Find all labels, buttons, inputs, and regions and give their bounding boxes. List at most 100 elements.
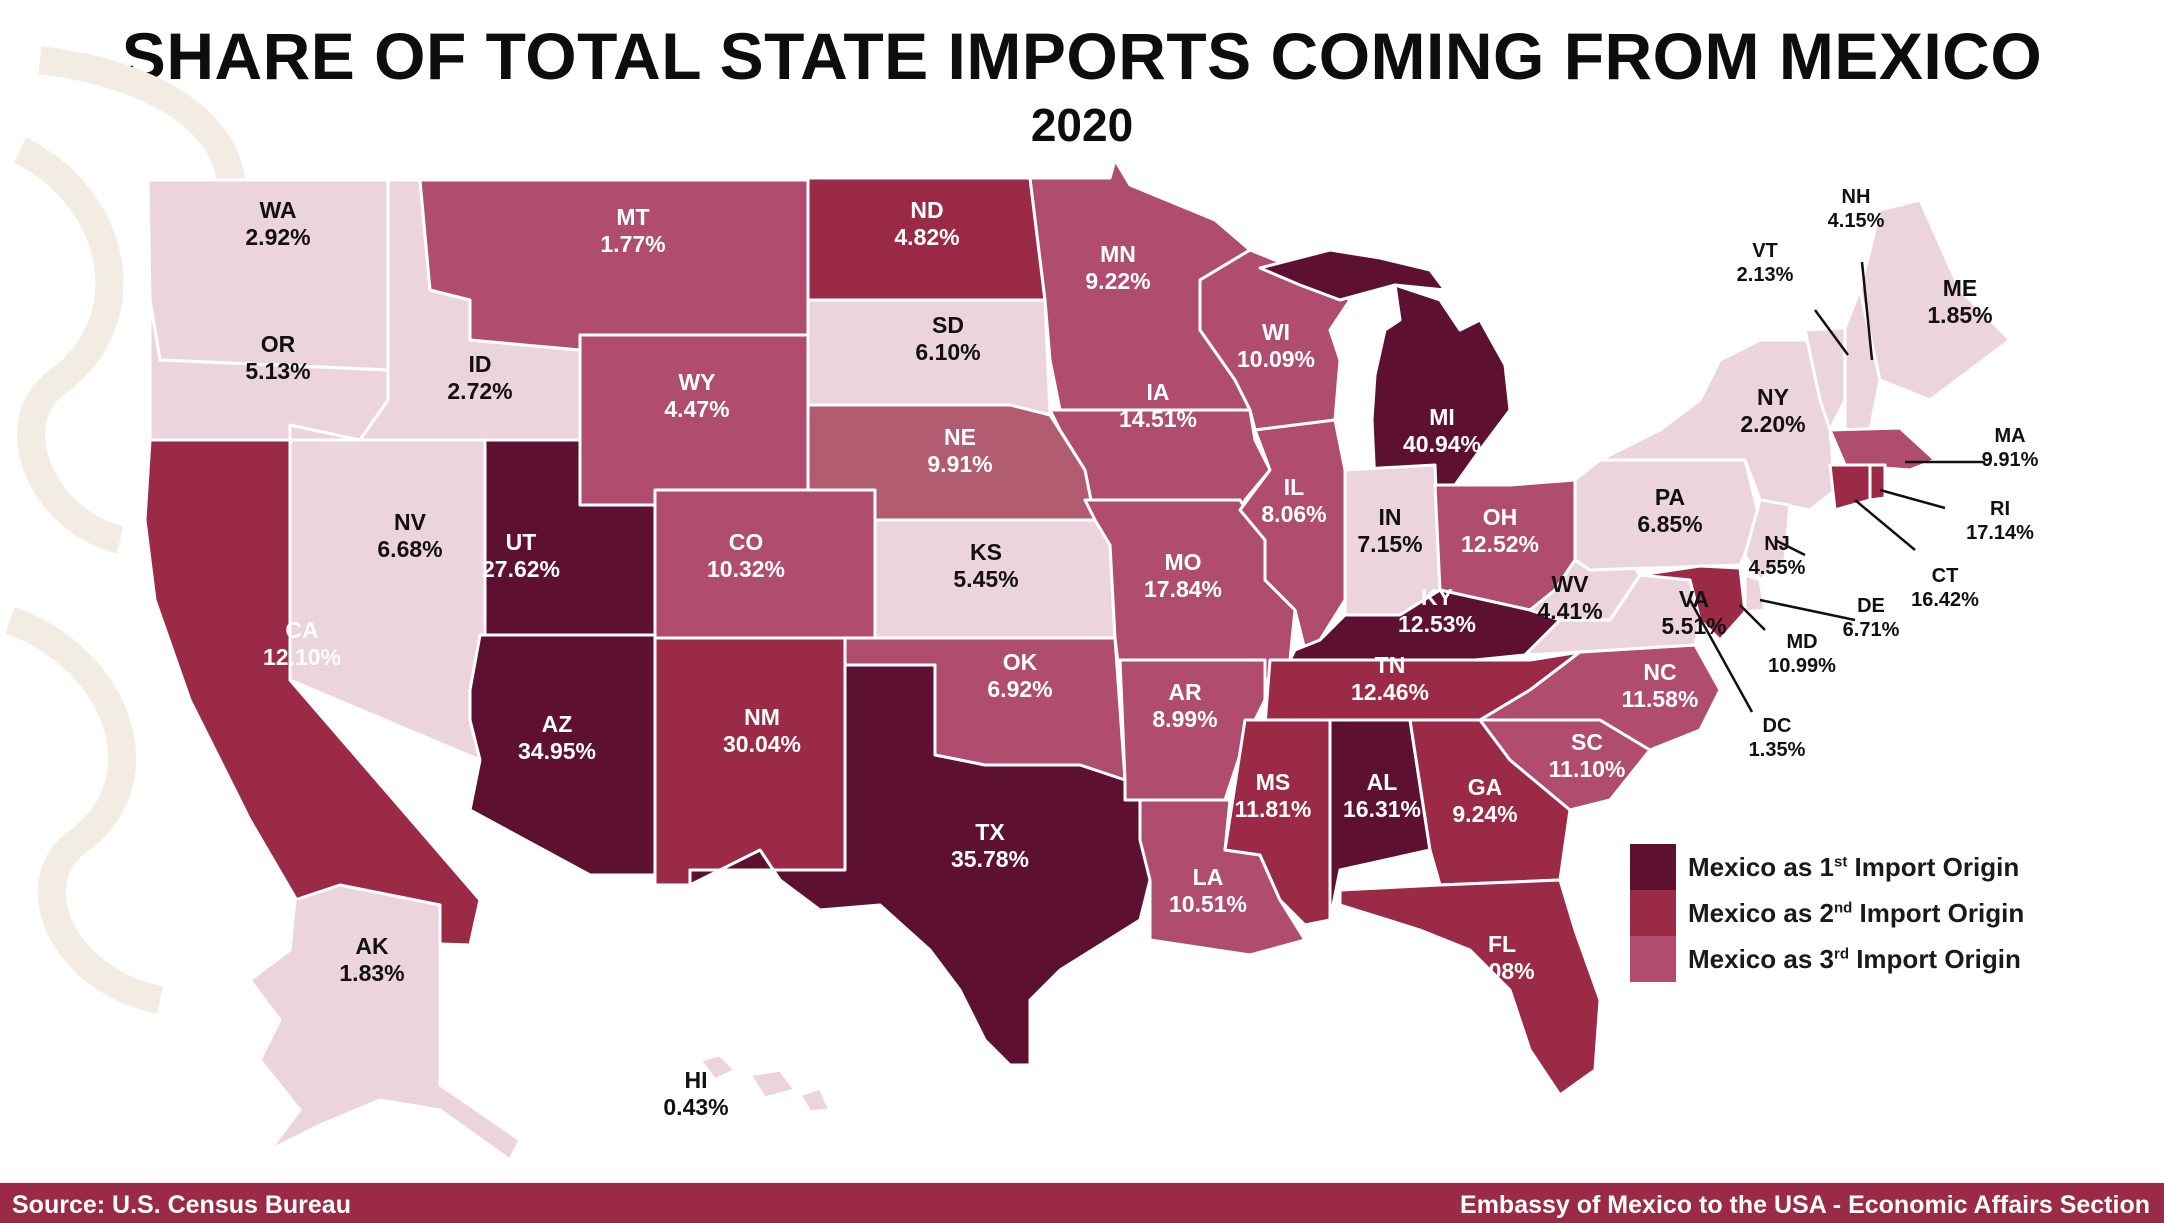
state-code-label: WI — [1262, 319, 1290, 345]
state-value-label: 4.55% — [1749, 557, 1806, 579]
state-VT — [1803, 326, 1847, 432]
state-value-label: 7.15% — [1357, 531, 1422, 557]
state-code-label: AZ — [542, 711, 573, 737]
state-code-label: NJ — [1764, 533, 1790, 555]
state-value-label: 40.94% — [1403, 431, 1481, 457]
state-code-label: OR — [261, 331, 296, 357]
legend-label-ordinal: nd — [1833, 899, 1853, 917]
state-value-label: 9.22% — [1085, 268, 1150, 294]
state-code-label: WV — [1551, 571, 1589, 597]
state-code-label: NV — [394, 509, 427, 535]
state-code-label: UT — [506, 529, 537, 555]
state-code-label: IL — [1284, 474, 1304, 500]
legend-swatch — [1630, 844, 1676, 890]
state-code-label: DE — [1857, 595, 1885, 617]
state-code-label: CT — [1932, 565, 1959, 587]
state-code-label: MT — [616, 204, 649, 230]
state-RI — [1868, 463, 1887, 502]
state-value-label: 2.92% — [245, 224, 310, 250]
state-value-label: 9.91% — [927, 451, 992, 477]
state-FL — [1338, 878, 1602, 1097]
state-code-label: ND — [910, 197, 943, 223]
state-code-label: DC — [1763, 715, 1792, 737]
state-code-label: MI — [1429, 404, 1455, 430]
state-value-label: 6.85% — [1637, 511, 1702, 537]
state-code-label: KS — [970, 539, 1002, 565]
legend-label-prefix: Mexico as 2 — [1688, 898, 1834, 928]
state-TX — [688, 663, 1152, 1067]
state-value-label: 6.10% — [915, 339, 980, 365]
state-value-label: 6.68% — [377, 536, 442, 562]
state-NH — [1843, 288, 1882, 432]
state-MA — [1828, 426, 1937, 472]
state-code-label: LA — [1193, 864, 1224, 890]
legend-label: Mexico as 3rd Import Origin — [1688, 944, 2021, 975]
state-value-label: 14.51% — [1119, 406, 1197, 432]
state-value-label: 11.10% — [1549, 756, 1626, 782]
state-code-label: RI — [1990, 498, 2010, 520]
state-code-label: AL — [1367, 769, 1398, 795]
footer-bar: Source: U.S. Census Bureau Embassy of Me… — [0, 1183, 2164, 1223]
state-code-label: ME — [1943, 275, 1978, 301]
state-HI — [698, 1053, 832, 1114]
us-map: WA2.92%OR5.13%CA12.10%ID2.72%NV6.68%MT1.… — [4, 46, 2039, 1162]
leader-lines — [1688, 261, 1985, 713]
state-value-label: 8.08% — [1469, 958, 1534, 984]
state-value-label: 8.06% — [1261, 501, 1326, 527]
state-value-label: 4.82% — [894, 224, 959, 250]
page-title: SHARE OF TOTAL STATE IMPORTS COMING FROM… — [121, 19, 2043, 93]
state-code-label: OK — [1003, 649, 1038, 675]
state-code-label: NC — [1643, 659, 1676, 685]
state-code-label: MN — [1100, 241, 1136, 267]
state-NJ — [1743, 498, 1792, 582]
state-value-label: 12.52% — [1461, 531, 1539, 557]
state-value-label: 9.24% — [1452, 801, 1517, 827]
state-value-label: 12.53% — [1398, 611, 1476, 637]
state-value-label: 16.42% — [1911, 589, 1979, 611]
state-AR — [1118, 658, 1267, 802]
state-value-label: 11.58% — [1622, 686, 1699, 712]
state-code-label: KY — [1421, 584, 1453, 610]
credit-text: Embassy of Mexico to the USA - Economic … — [1460, 1191, 2150, 1219]
state-code-label: WY — [678, 369, 715, 395]
state-NC — [1478, 643, 1722, 752]
state-value-label: 5.45% — [953, 566, 1018, 592]
state-code-label: MA — [1994, 425, 2025, 447]
state-value-label: 10.51% — [1169, 891, 1247, 917]
state-code-label: MO — [1164, 549, 1201, 575]
state-MT — [418, 178, 810, 352]
state-code-label: OH — [1483, 504, 1518, 530]
state-value-label: 6.71% — [1843, 619, 1900, 641]
state-NM — [653, 636, 847, 887]
state-value-label: 1.77% — [600, 231, 665, 257]
state-code-label: GA — [1468, 774, 1503, 800]
state-value-label: 10.32% — [707, 556, 785, 582]
legend-label-rest: Import Origin — [1847, 852, 2020, 882]
state-code-label: CA — [285, 617, 318, 643]
state-code-label: VA — [1679, 586, 1709, 612]
state-code-label: VT — [1752, 240, 1778, 262]
state-code-label: ID — [469, 351, 492, 377]
state-code-label: PA — [1655, 484, 1685, 510]
state-value-label: 17.14% — [1966, 522, 2034, 544]
legend-label-prefix: Mexico as 3 — [1688, 944, 1834, 974]
state-value-label: 4.15% — [1828, 210, 1885, 232]
state-code-label: TN — [1375, 652, 1406, 678]
state-code-label: IN — [1379, 504, 1402, 530]
state-code-label: HI — [685, 1067, 708, 1093]
state-DE — [1743, 573, 1767, 614]
state-code-label: IA — [1147, 379, 1170, 405]
state-value-label: 5.51% — [1661, 613, 1726, 639]
state-code-label: WA — [259, 197, 296, 223]
state-value-label: 2.13% — [1737, 264, 1794, 286]
state-value-label: 27.62% — [482, 556, 560, 582]
state-value-label: 17.84% — [1144, 576, 1222, 602]
state-value-label: 16.31% — [1343, 796, 1421, 822]
state-AK — [248, 883, 522, 1162]
state-value-label: 8.99% — [1152, 706, 1217, 732]
state-code-label: MS — [1256, 769, 1291, 795]
state-code-label: AK — [355, 933, 389, 959]
state-code-label: NE — [944, 424, 976, 450]
state-shapes — [143, 158, 2012, 1162]
